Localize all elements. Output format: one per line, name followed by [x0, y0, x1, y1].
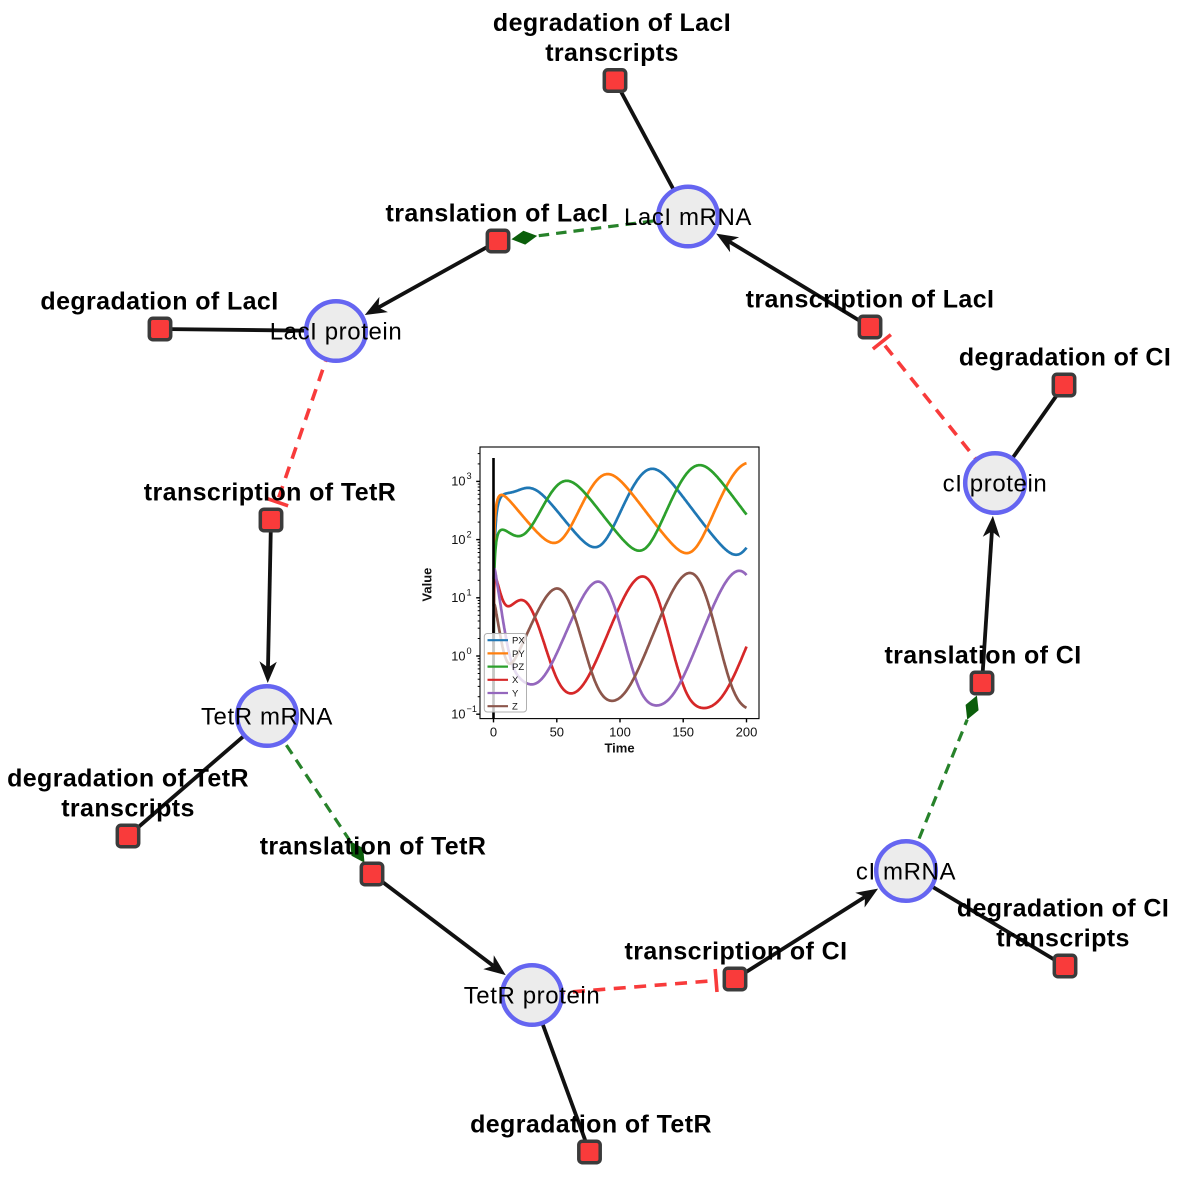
- svg-text:0: 0: [467, 646, 472, 656]
- svg-text:transcription of CI: transcription of CI: [625, 938, 848, 966]
- svg-text:TetR mRNA: TetR mRNA: [201, 703, 333, 730]
- svg-text:transcription of LacI: transcription of LacI: [746, 286, 995, 314]
- svg-text:10: 10: [451, 532, 465, 547]
- svg-text:X: X: [512, 675, 519, 686]
- svg-text:Time: Time: [604, 741, 634, 756]
- svg-text:degradation of LacI: degradation of LacI: [493, 9, 731, 37]
- svg-text:100: 100: [609, 724, 631, 739]
- svg-text:translation of LacI: translation of LacI: [386, 200, 609, 228]
- svg-text:150: 150: [672, 724, 694, 739]
- svg-text:degradation of CI: degradation of CI: [957, 895, 1169, 923]
- svg-text:−1: −1: [467, 704, 477, 714]
- svg-text:PX: PX: [512, 636, 525, 647]
- svg-text:200: 200: [736, 724, 758, 739]
- svg-text:LacI mRNA: LacI mRNA: [624, 204, 752, 231]
- svg-text:Y: Y: [512, 688, 519, 699]
- svg-text:3: 3: [467, 471, 472, 481]
- svg-text:degradation of CI: degradation of CI: [959, 344, 1171, 372]
- svg-text:transcription of TetR: transcription of TetR: [144, 479, 396, 507]
- svg-text:degradation of TetR: degradation of TetR: [7, 765, 249, 793]
- svg-text:50: 50: [550, 724, 564, 739]
- svg-text:10: 10: [451, 648, 465, 663]
- svg-text:2: 2: [467, 529, 472, 539]
- svg-text:transcripts: transcripts: [996, 925, 1130, 953]
- svg-text:10: 10: [451, 474, 465, 489]
- svg-text:cI protein: cI protein: [943, 470, 1048, 497]
- svg-text:transcripts: transcripts: [61, 795, 195, 823]
- svg-text:degradation of TetR: degradation of TetR: [470, 1111, 712, 1139]
- svg-text:10: 10: [451, 707, 465, 722]
- svg-text:LacI protein: LacI protein: [270, 318, 403, 345]
- svg-text:translation of TetR: translation of TetR: [260, 833, 487, 861]
- svg-text:Z: Z: [512, 702, 518, 713]
- svg-text:1: 1: [467, 588, 472, 598]
- svg-text:translation of CI: translation of CI: [884, 642, 1081, 670]
- svg-text:PZ: PZ: [512, 662, 524, 673]
- svg-text:Value: Value: [420, 568, 435, 602]
- svg-text:degradation of LacI: degradation of LacI: [40, 288, 278, 316]
- svg-text:10: 10: [451, 590, 465, 605]
- svg-text:cI mRNA: cI mRNA: [856, 858, 956, 885]
- svg-text:PY: PY: [512, 649, 525, 660]
- svg-text:transcripts: transcripts: [545, 39, 679, 67]
- svg-text:0: 0: [490, 724, 497, 739]
- svg-text:TetR protein: TetR protein: [464, 982, 601, 1009]
